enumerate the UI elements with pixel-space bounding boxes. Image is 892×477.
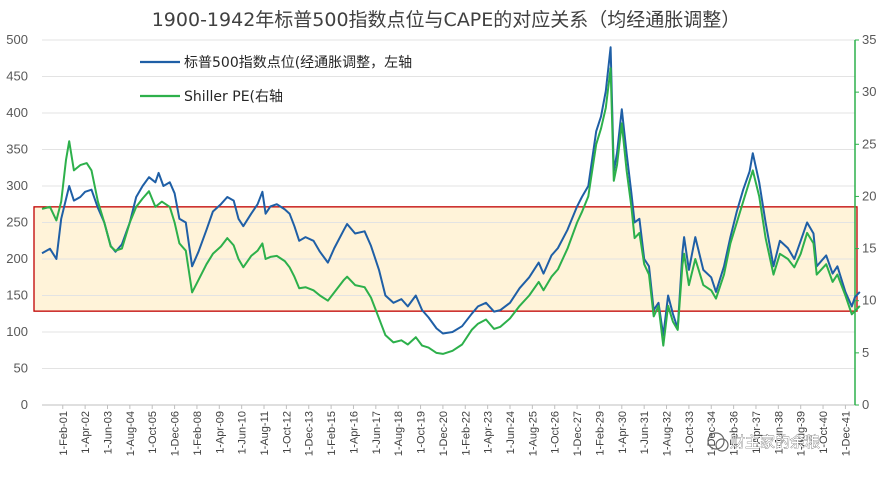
left-tick-label: 250 [6,215,28,230]
right-tick-label: 30 [862,84,876,99]
right-tick-label: 5 [862,345,869,360]
x-tick-label: 1-Apr-09 [214,411,226,454]
series-lines [41,46,861,355]
left-tick-label: 400 [6,105,28,120]
legend-label: Shiller PE(右轴 [184,89,283,105]
x-tick-label: 1-Dec-06 [170,411,182,456]
x-tick-label: 1-Feb-15 [326,411,338,456]
x-tick-label: 1-Jun-31 [639,411,651,454]
x-tick-label: 1-Feb-08 [192,411,204,456]
x-tick-label: 1-Dec-41 [840,411,852,456]
x-tick-label: 1-Jun-03 [102,411,114,454]
watermark: 财主家的余粮 [707,432,820,452]
x-tick-label: 1-Aug-32 [662,411,674,456]
x-tick-label: 1-Apr-37 [751,411,763,454]
legend: 标普500指数点位(经通胀调整，左轴 Shiller PE(右轴 [140,55,412,105]
x-tick-label: 1-Jun-38 [773,411,785,454]
left-tick-label: 300 [6,178,28,193]
x-tick-label: 1-Feb-36 [729,411,741,456]
wechat-icon [707,432,725,450]
x-tick-label: 1-Dec-27 [572,411,584,456]
right-tick-label: 0 [862,397,869,412]
x-tick-label: 1-Oct-33 [684,411,696,454]
x-tick-label: 1-Jun-17 [371,411,383,454]
left-tick-label: 50 [14,361,28,376]
x-tick-label: 1-Aug-25 [527,411,539,456]
left-tick-label: 150 [6,288,28,303]
sp500-real-line [41,46,861,337]
x-tick-label: 1-Apr-23 [483,411,495,454]
x-tick-label: 1-Aug-18 [393,411,405,456]
left-tick-label: 100 [6,324,28,339]
right-tick-label: 25 [862,136,876,151]
right-tick-label: 20 [862,188,876,203]
left-tick-label: 200 [6,251,28,266]
right-tick-label: 35 [862,32,876,47]
legend-label: 标普500指数点位(经通胀调整，左轴 [184,55,412,71]
x-tick-label: 1-Dec-20 [438,411,450,456]
x-tick-label: 1-Jun-10 [237,411,249,454]
x-tick-label: 1-Oct-05 [147,411,159,454]
left-tick-label: 450 [6,69,28,84]
x-tick-label: 1-Feb-29 [594,411,606,456]
x-tick-label: 1-Apr-30 [617,411,629,454]
shiller-pe-line [41,67,861,355]
chart-title: 1900-1942年标普500指数点位与CAPE的对应关系（均经通胀调整） [152,9,741,31]
left-tick-label: 350 [6,142,28,157]
x-tick-label: 1-Oct-19 [416,411,428,454]
x-tick-label: 1-Feb-01 [58,411,70,456]
x-tick-label: 1-Dec-13 [304,411,316,456]
x-tick-label: 1-Oct-12 [281,411,293,454]
x-tick-label: 1-Aug-11 [259,411,271,455]
axes: 0 50 100 150 200 250 300 350 400 450 500 0 5 10 15 20 25… [6,32,876,456]
x-tick-label: 1-Oct-40 [818,411,830,454]
x-tick-label: 1-Aug-04 [125,411,137,456]
x-tick-label: 1-Aug-39 [796,411,808,456]
gridlines [42,39,855,369]
x-tick-label: 1-Apr-02 [80,411,92,454]
x-tick-label: 1-Oct-26 [550,411,562,454]
right-tick-label: 15 [862,241,876,256]
right-tick-label: 10 [862,293,876,308]
wechat-icon-small [715,438,729,452]
x-tick-label: 1-Apr-16 [348,411,360,454]
x-tick-label: 1-Jun-24 [505,411,517,454]
x-tick-label: 1-Feb-22 [460,411,472,456]
left-tick-label: 0 [21,397,28,412]
watermark-text: 财主家的余粮 [730,433,820,451]
left-tick-label: 500 [6,32,28,47]
